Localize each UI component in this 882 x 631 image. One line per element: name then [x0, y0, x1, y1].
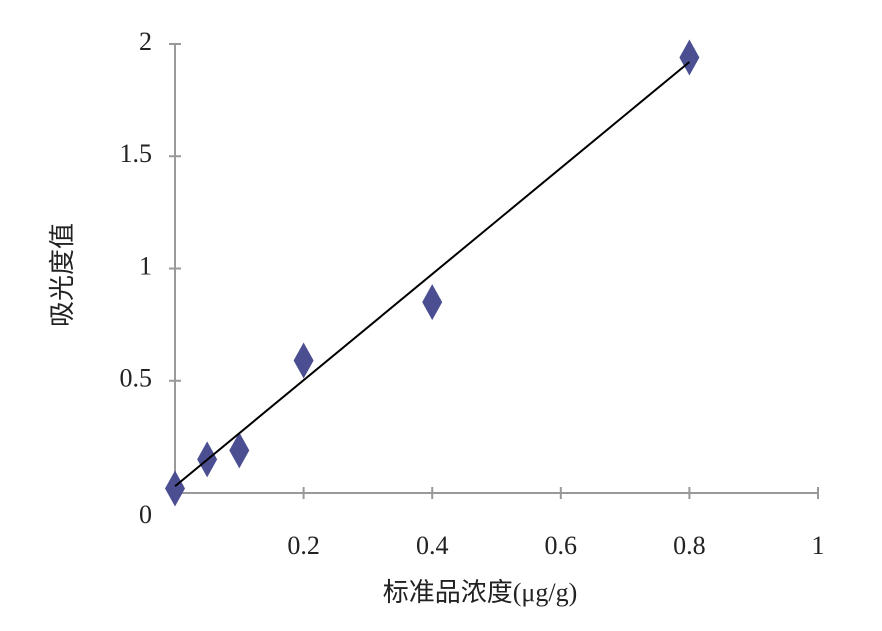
x-tick-label: 1 — [812, 531, 825, 560]
y-tick-label: 1.5 — [120, 139, 153, 168]
data-point — [422, 284, 443, 321]
y-tick-label: 2 — [139, 27, 152, 56]
trend-line — [174, 61, 691, 488]
data-point — [679, 39, 700, 76]
y-axis-label: 吸光度值 — [48, 223, 77, 327]
x-tick-label: 0.6 — [545, 531, 578, 560]
y-tick-label: 0 — [139, 500, 152, 529]
data-point — [165, 470, 185, 507]
data-point — [293, 342, 314, 379]
x-tick-label: 0.2 — [287, 531, 320, 560]
data-point — [229, 432, 250, 469]
x-tick-label: 0.4 — [416, 531, 449, 560]
x-tick-label: 0.8 — [673, 531, 706, 560]
y-tick-label: 1 — [139, 251, 152, 280]
x-axis-label: 标准品浓度(μg/g) — [383, 578, 577, 607]
y-tick-label: 0.5 — [120, 364, 153, 393]
